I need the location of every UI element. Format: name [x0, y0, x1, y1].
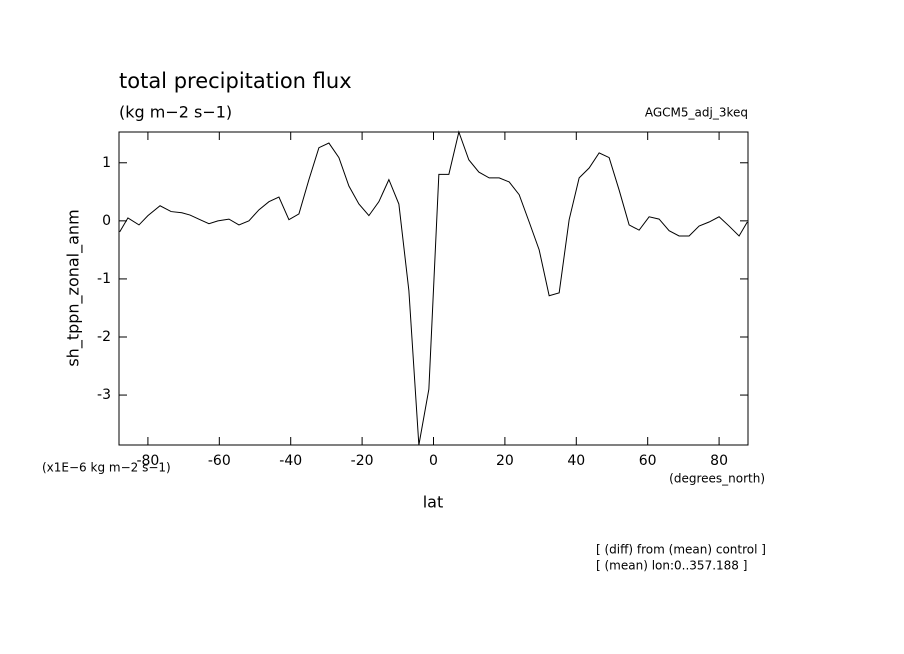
- experiment-label: AGCM5_adj_3keq: [645, 106, 748, 120]
- x-tick-label: 0: [429, 453, 438, 469]
- x-tick-label: 40: [567, 453, 585, 469]
- y-tick-label: 1: [102, 155, 111, 171]
- y-units: (x1E−6 kg m−2 s−1): [42, 461, 171, 475]
- x-tick-label: -60: [208, 453, 231, 469]
- x-tick-label: 20: [496, 453, 514, 469]
- data-line: [119, 130, 748, 446]
- x-units: (degrees_north): [669, 472, 765, 486]
- x-tick-label: -20: [351, 453, 374, 469]
- x-axis-label: lat: [423, 493, 444, 512]
- chart-title: total precipitation flux: [119, 69, 352, 93]
- x-tick-label: 60: [639, 453, 657, 469]
- y-axis-label: sh_tppn_zonal_anm: [64, 209, 84, 366]
- y-tick-label: 0: [102, 213, 111, 229]
- note: [ (diff) from (mean) control ]: [596, 543, 766, 557]
- y-tick-label: -3: [97, 387, 111, 403]
- chart-subtitle: (kg m−2 s−1): [119, 103, 232, 122]
- x-tick-label: 80: [710, 453, 728, 469]
- x-tick-label: -80: [136, 453, 159, 469]
- y-tick-label: -1: [97, 271, 111, 287]
- x-tick-label: -40: [279, 453, 302, 469]
- note: [ (mean) lon:0..357.188 ]: [596, 559, 747, 573]
- y-tick-label: -2: [97, 329, 111, 345]
